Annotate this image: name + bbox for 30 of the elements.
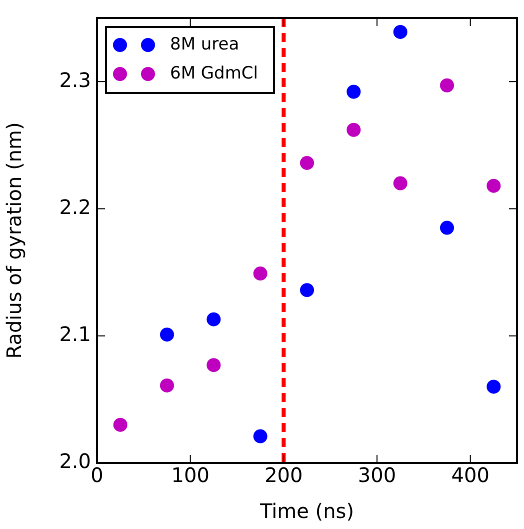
point (300, 283, 314, 298)
point (160, 328, 174, 342)
y-axis-title: Radius of gyration (nm) (2, 122, 26, 359)
point (440, 220, 454, 235)
point (393, 24, 408, 39)
point (206, 358, 221, 372)
point (113, 418, 128, 432)
legend-label: 8M urea (170, 34, 240, 54)
y-tick-label: 2.2 (59, 194, 91, 219)
x-tick-label: 0 (90, 463, 104, 488)
point (253, 429, 268, 444)
x-tick-label: 200 (264, 463, 303, 488)
point (440, 78, 454, 92)
y-tick-label: 2.3 (59, 68, 91, 92)
point (300, 156, 314, 170)
point (206, 312, 221, 326)
point (393, 176, 408, 190)
x-tick-label: 100 (171, 463, 210, 488)
point (253, 266, 268, 281)
point (346, 122, 361, 137)
x-axis-title: Time (ns) (258, 499, 354, 524)
point (486, 380, 501, 394)
point (346, 84, 361, 99)
x-tick-label: 400 (451, 463, 490, 488)
legend-label: 6M GdmCl (170, 63, 258, 84)
point (486, 178, 501, 193)
point (160, 378, 174, 392)
y-tick-label: 2.0 (59, 449, 91, 474)
y-tick-label: 2.1 (59, 322, 91, 346)
x-tick-label: 300 (358, 463, 396, 488)
